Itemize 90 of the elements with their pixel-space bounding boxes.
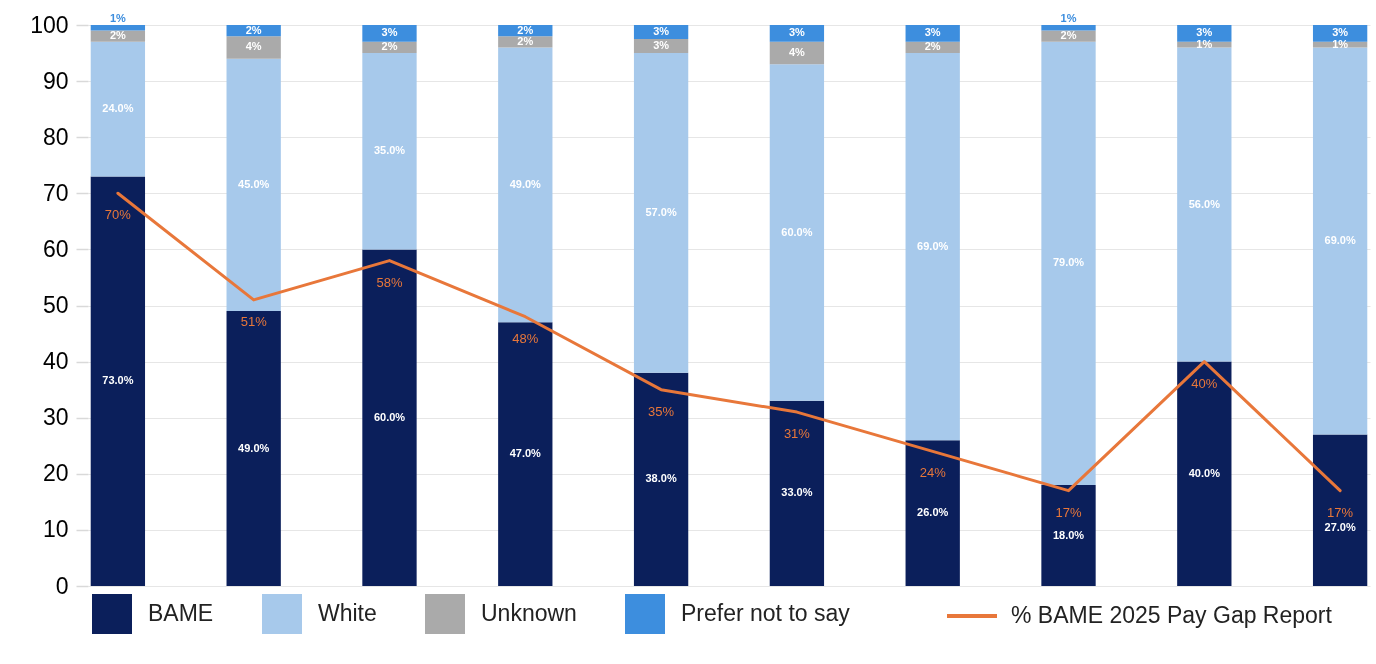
bar <box>90 25 146 31</box>
data-label: 57.0% <box>645 205 677 218</box>
bar <box>633 53 689 373</box>
data-label: 4% <box>245 40 262 53</box>
bar <box>498 47 553 323</box>
y-tick-label: 20 <box>42 460 69 487</box>
data-label: 2% <box>517 23 534 36</box>
data-label: 24.0% <box>102 102 134 115</box>
data-label: 49.0% <box>509 177 542 190</box>
data-label: 1% <box>1060 11 1077 24</box>
bar <box>1177 47 1232 362</box>
bar <box>226 58 281 312</box>
data-label: 56.0% <box>1188 197 1221 210</box>
y-tick-label: 100 <box>30 11 69 38</box>
bar <box>1041 25 1096 31</box>
data-label: 3% <box>381 26 398 39</box>
bar <box>362 249 417 586</box>
data-label: 70% <box>104 207 132 223</box>
data-label: 2% <box>109 29 127 42</box>
data-label: 3% <box>653 25 670 38</box>
bar <box>769 25 825 42</box>
y-tick-label: 60 <box>42 235 69 262</box>
data-label: 48% <box>512 330 539 346</box>
y-tick-label: 40 <box>42 348 69 375</box>
y-tick-label: 80 <box>42 123 69 150</box>
bar <box>226 36 281 59</box>
data-label: 17% <box>1055 504 1082 520</box>
data-label: 47.0% <box>509 447 542 460</box>
data-label: 60.0% <box>781 225 813 238</box>
data-label: 31% <box>783 426 811 442</box>
bar <box>905 25 960 42</box>
data-label: 40.0% <box>1188 466 1221 479</box>
bar <box>362 53 417 250</box>
legend-label: Unknown <box>481 600 577 626</box>
bar <box>498 322 553 586</box>
data-label: 79.0% <box>1052 256 1085 269</box>
bar <box>633 372 689 586</box>
data-label: 17% <box>1327 504 1354 520</box>
data-label: 27.0% <box>1324 520 1356 533</box>
data-label: 3% <box>1332 26 1349 39</box>
y-tick-label: 30 <box>42 404 69 431</box>
data-label: 4% <box>788 46 806 59</box>
data-label: 45.0% <box>238 177 270 190</box>
data-label: 2% <box>1060 29 1077 42</box>
legend-label: BAME <box>148 600 214 626</box>
data-label: 3% <box>788 26 806 39</box>
data-label: 2% <box>924 40 941 53</box>
legend-label: % BAME 2025 Pay Gap Report <box>1011 602 1333 628</box>
legend-label: White <box>318 600 377 626</box>
data-label: 3% <box>1196 26 1213 39</box>
data-label: 2% <box>245 23 262 36</box>
bar <box>769 64 825 401</box>
data-label: 26.0% <box>917 506 949 519</box>
bar <box>905 440 960 586</box>
data-label: 35% <box>648 403 675 419</box>
data-label: 33.0% <box>781 486 813 499</box>
y-tick-label: 0 <box>55 572 69 599</box>
data-label: 2% <box>381 40 398 53</box>
bar <box>1177 361 1232 586</box>
data-label: 58% <box>376 274 403 290</box>
bar <box>1312 47 1368 435</box>
y-tick-label: 50 <box>42 292 69 318</box>
bar <box>226 311 281 586</box>
data-label: 40% <box>1191 375 1218 391</box>
bar <box>90 176 146 586</box>
legend-label: Prefer not to say <box>681 600 851 626</box>
data-label: 60.0% <box>373 410 406 423</box>
data-label: 51% <box>240 313 268 329</box>
y-tick-label: 90 <box>42 67 69 94</box>
data-label: 24% <box>919 465 947 481</box>
y-tick-label: 70 <box>42 179 69 206</box>
bar <box>769 400 825 586</box>
data-label: 73.0% <box>102 374 134 387</box>
bar <box>1041 41 1096 486</box>
data-label: 69.0% <box>917 239 949 252</box>
data-label: 18.0% <box>1052 528 1085 541</box>
bar <box>90 41 146 177</box>
data-label: 3% <box>924 26 941 39</box>
bar <box>905 53 960 441</box>
bar <box>362 25 417 42</box>
data-label: 2% <box>517 34 534 47</box>
data-label: 1% <box>109 11 127 24</box>
data-label: 69.0% <box>1324 233 1356 246</box>
bar <box>1041 485 1096 586</box>
y-tick-label: 10 <box>42 516 69 543</box>
data-label: 35.0% <box>373 144 406 157</box>
data-label: 49.0% <box>238 441 270 454</box>
data-label: 38.0% <box>645 472 677 485</box>
data-label: 3% <box>653 39 670 52</box>
bar <box>1312 434 1368 586</box>
